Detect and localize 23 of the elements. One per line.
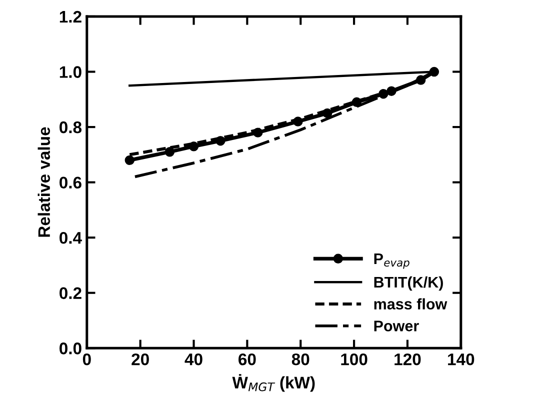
x-axis-title: Ẇ$_{MGT}$ (kW) (232, 374, 315, 392)
point (164, 147, 175, 157)
y-tick-label: 0.0 (60, 342, 82, 354)
legend-label: P$_{evap}$ (374, 253, 410, 269)
x-tick-label: 20 (132, 353, 149, 366)
y-tick-label: 0.8 (60, 121, 82, 134)
x-tick-label: 40 (184, 353, 202, 366)
y-tick-label: 0.6 (60, 176, 82, 189)
y-axis-title: Relative value (38, 127, 50, 237)
legend-label: mass flow (374, 298, 448, 310)
x-tick-label: 100 (341, 353, 368, 366)
point (124, 155, 135, 166)
x-tick-label: 60 (238, 353, 256, 366)
y-tick-label: 1.2 (60, 10, 82, 23)
x-tick-label: 140 (448, 353, 474, 366)
x-tick-label: 120 (394, 353, 421, 366)
x-tick-label: 0 (82, 353, 91, 366)
y-tick-label: 0.4 (60, 232, 82, 244)
y-tick-label: 1.0 (60, 66, 82, 78)
legend-label: BTIT(K/K) (374, 276, 443, 291)
x-tick-label: 80 (292, 353, 310, 366)
y-tick-label: 0.2 (60, 287, 82, 300)
legend-label: Power (374, 320, 419, 332)
